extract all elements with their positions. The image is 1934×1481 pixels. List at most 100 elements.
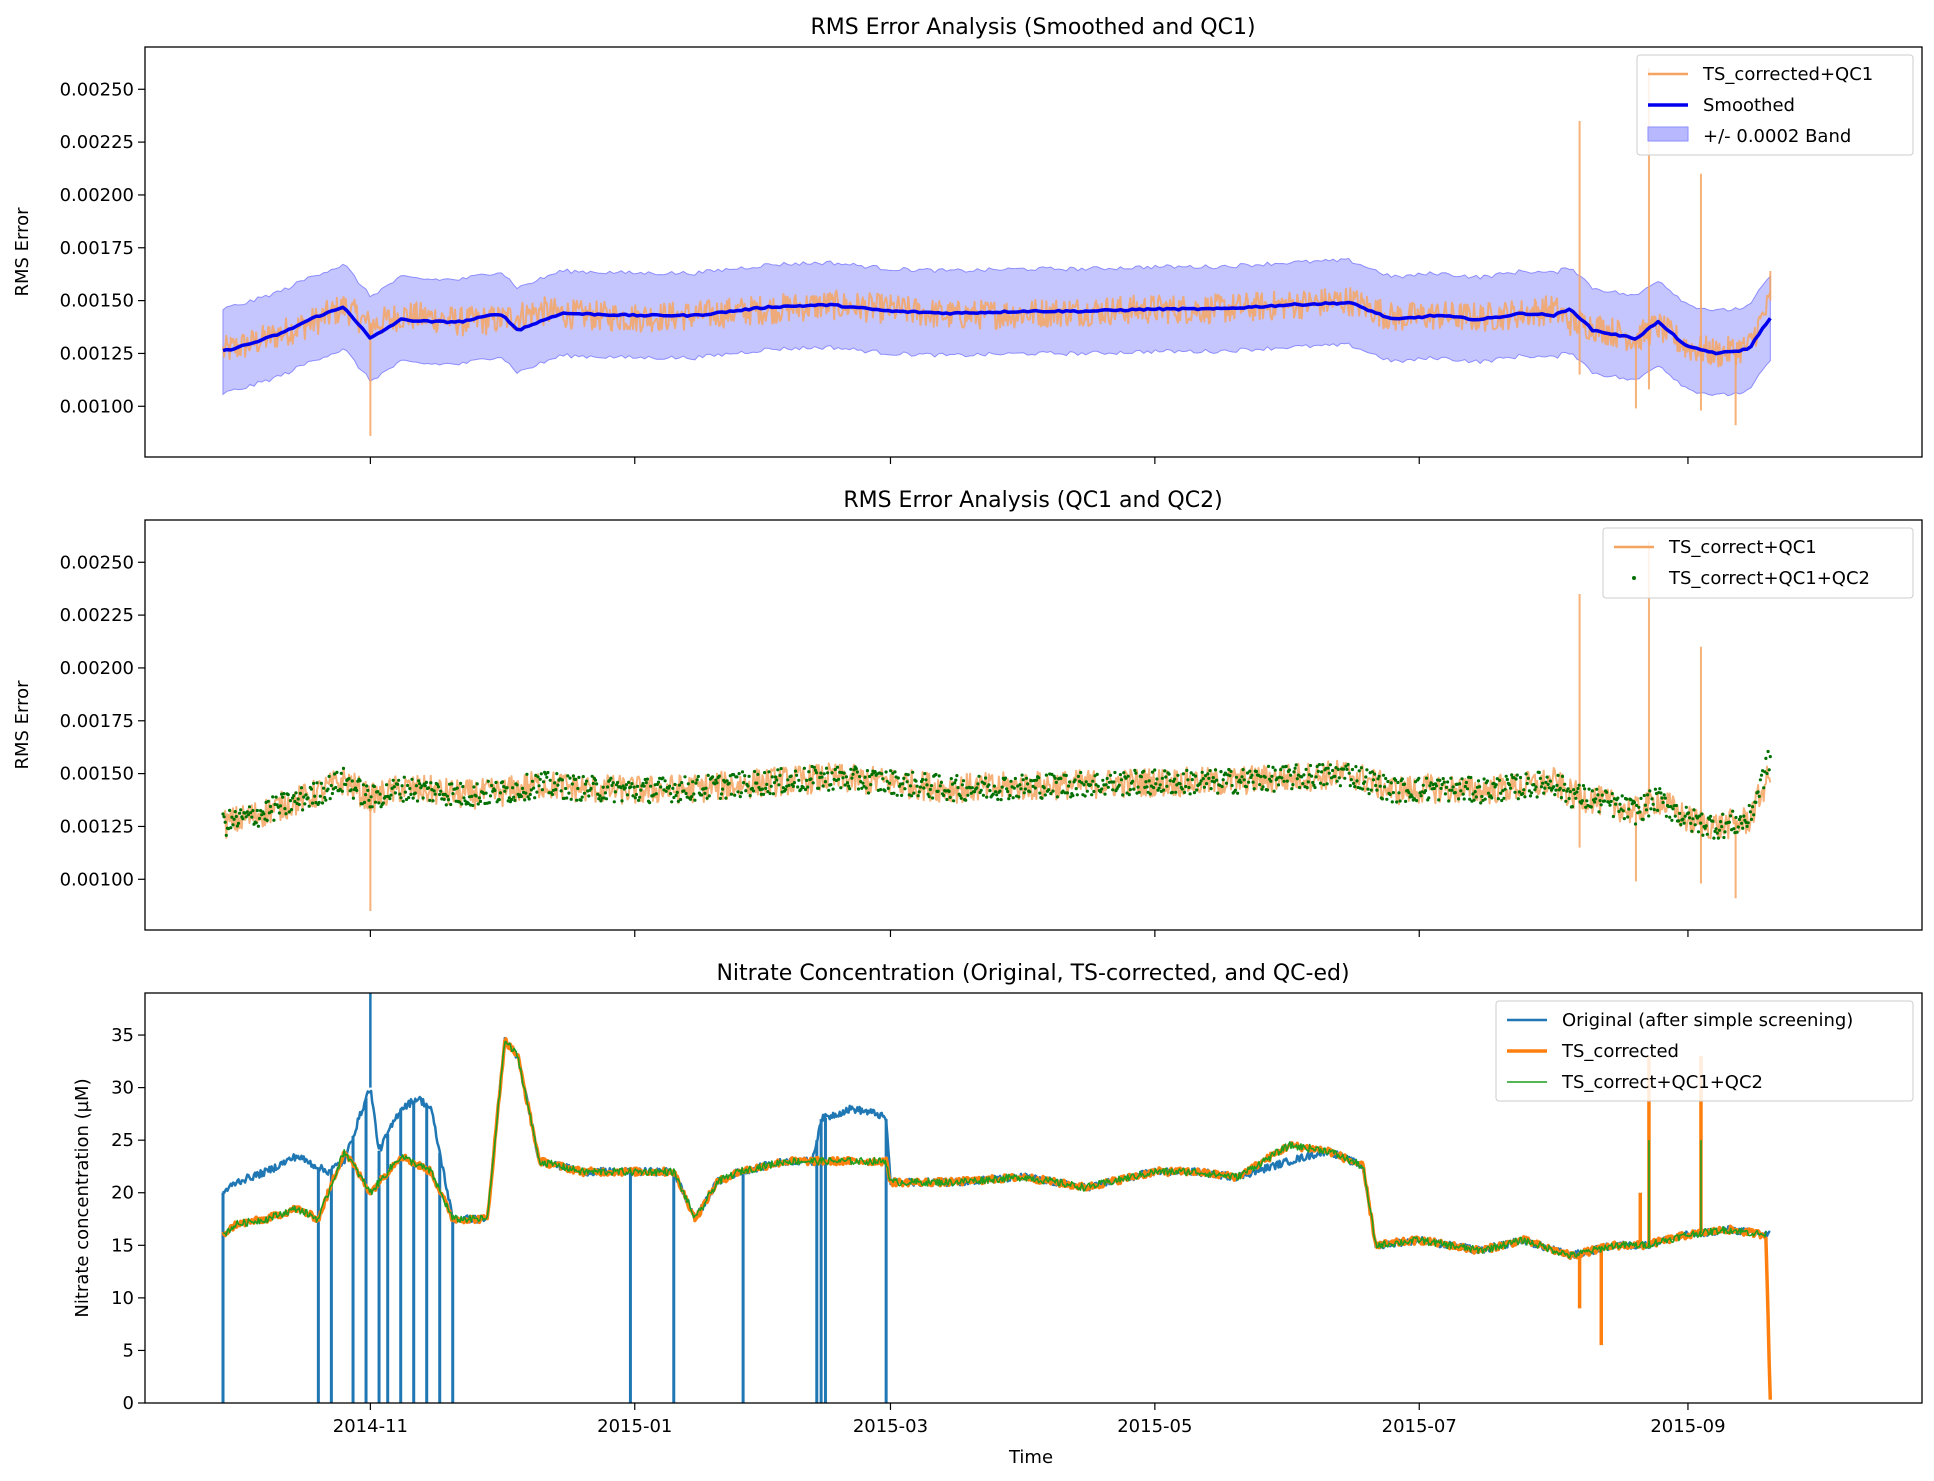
scatter-point [1161,788,1166,792]
scatter-point [743,774,747,778]
scatter-point [958,794,962,798]
scatter-point [1527,789,1531,793]
scatter-point [306,796,310,800]
scatter-point [486,779,490,783]
scatter-point [223,820,227,824]
scatter-point [805,778,809,783]
scatter-point [680,781,684,785]
scatter-point [1542,791,1546,795]
scatter-point [883,789,887,793]
scatter-point [1653,787,1657,791]
scatter-point [609,776,613,780]
scatter-point [1652,808,1656,812]
scatter-point [1131,779,1135,784]
scatter-point [1023,787,1027,791]
scatter-point [1633,822,1638,826]
scatter-point [1181,772,1185,776]
scatter-point [393,791,397,795]
scatter-point [505,786,509,790]
scatter-point [814,771,819,775]
scatter-point [443,792,447,797]
scatter-point [1044,773,1048,777]
scatter-point [1490,796,1494,800]
scatter-point [822,772,826,776]
scatter-point [1668,815,1672,819]
scatter-point [1482,777,1486,781]
scatter-point [692,792,696,796]
scatter-point [901,782,905,786]
scatter-point [1621,809,1625,813]
scatter-point [1617,809,1621,814]
scatter-point [1174,790,1178,794]
scatter-point [860,786,864,790]
scatter-point [985,795,989,799]
panel-2-y-axis-label: RMS Error [12,680,33,770]
scatter-point [1024,776,1029,780]
scatter-point [1596,793,1600,797]
scatter-point [507,796,511,800]
legend-label-ts-corrected: TS_corrected [1561,1041,1679,1062]
scatter-point [1746,821,1750,825]
scatter-point [1101,778,1105,782]
scatter-point [1574,796,1578,800]
scatter-point [624,783,629,787]
y-tick-label: 0.00250 [60,552,134,573]
scatter-point [1105,776,1109,781]
scatter-point [1144,780,1148,784]
scatter-point [625,793,630,797]
scatter-point [827,788,831,792]
scatter-point [293,799,297,804]
scatter-point [1348,784,1352,788]
scatter-point [1503,787,1507,791]
x-tick-label: 2015-07 [1382,1416,1457,1437]
scatter-point [1741,826,1745,830]
scatter-point [547,791,551,795]
scatter-point [1643,803,1647,807]
scatter-point [1396,780,1400,785]
legend-swatch-ts-correct-qc1-qc2 [1632,576,1636,580]
scatter-point [1212,780,1216,784]
scatter-point [488,794,493,798]
scatter-point [1291,783,1295,787]
scatter-point [1478,785,1482,789]
scatter-point [268,804,273,809]
scatter-point [1497,778,1502,782]
scatter-point [1338,784,1342,788]
scatter-point [856,787,861,791]
scatter-point [431,799,435,803]
scatter-point [631,794,635,798]
legend-label-band: +/- 0.0002 Band [1703,126,1851,147]
scatter-point [1649,807,1653,811]
scatter-point [1305,786,1309,790]
y-tick-label: 0.00125 [60,816,134,837]
scatter-point [1570,805,1575,809]
scatter-point [1148,792,1152,796]
scatter-point [513,798,517,803]
scatter-point [1254,769,1258,774]
scatter-point [1092,789,1096,794]
scatter-point [396,782,400,787]
scatter-point [309,787,313,791]
scatter-point [987,783,991,787]
scatter-point [403,790,407,794]
scatter-point [610,783,614,788]
scatter-point [351,796,355,800]
scatter-point [1464,780,1468,785]
scatter-point [287,810,291,814]
scatter-point [415,799,420,803]
scatter-point [1690,829,1694,833]
scatter-point [487,801,491,805]
scatter-point [1620,794,1624,798]
scatter-point [270,809,274,814]
scatter-point [1757,794,1761,799]
scatter-point [1417,776,1421,780]
scatter-point [1334,766,1338,770]
scatter-point [266,799,270,803]
scatter-point [1441,777,1445,781]
scatter-point [991,792,995,796]
scatter-point [639,788,643,792]
scatter-point [560,778,564,782]
scatter-point [756,772,760,777]
scatter-point [1722,835,1726,840]
scatter-point [1117,783,1121,787]
